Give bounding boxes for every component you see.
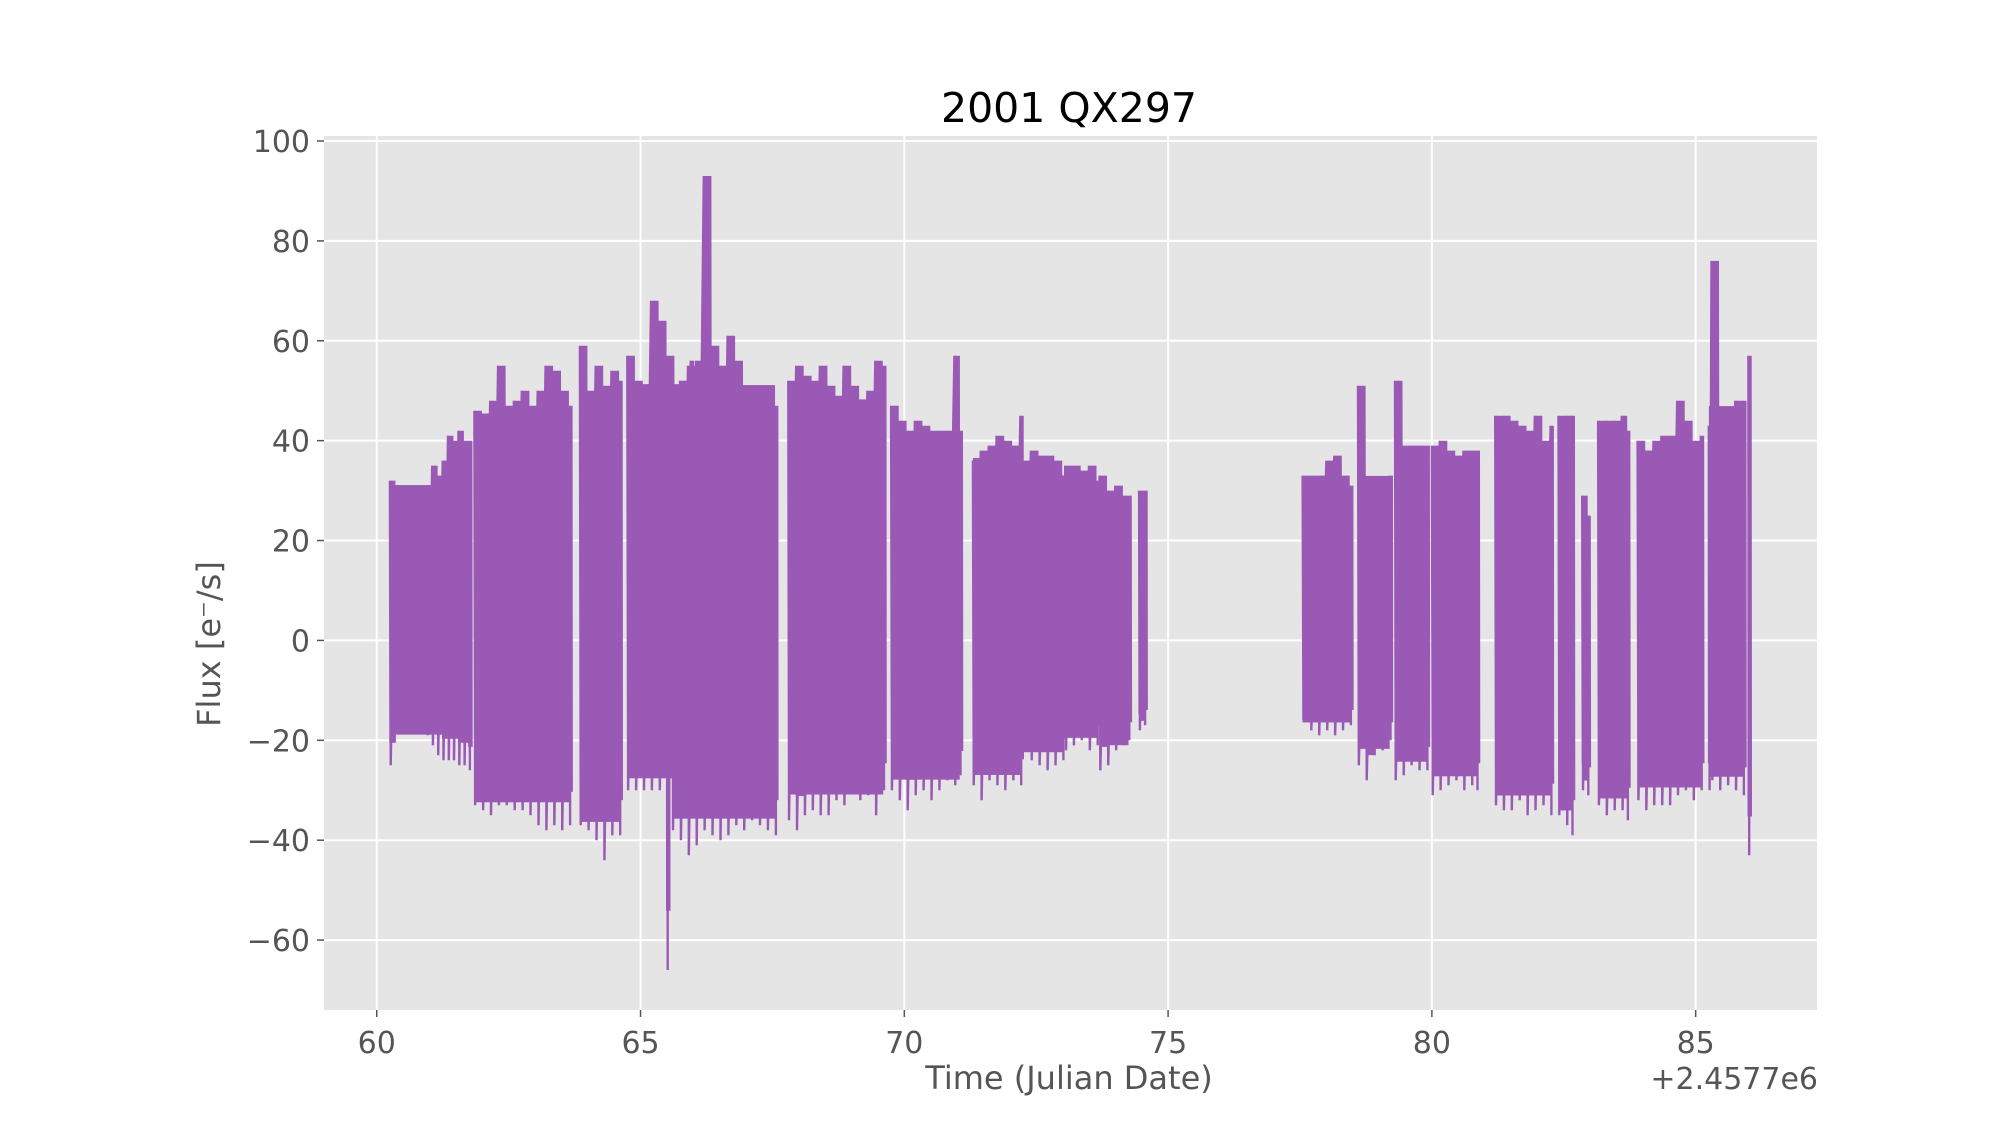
y-tick-label: 40 xyxy=(272,425,310,460)
flux-series-band xyxy=(1495,441,1551,796)
flux-series-band xyxy=(1582,516,1588,781)
flux-series-segment xyxy=(665,395,671,971)
x-axis-ticks: 60 65 70 75 80 85 xyxy=(358,1010,1715,1061)
flux-series-band xyxy=(1394,449,1427,762)
y-tick-label: 100 xyxy=(253,125,310,160)
y-tick-label: 60 xyxy=(272,325,310,360)
flux-series-band xyxy=(1558,433,1572,811)
flux-series-band xyxy=(389,485,470,735)
flux-series-band xyxy=(972,457,1021,775)
y-tick-label: −20 xyxy=(247,724,310,759)
x-tick-label: 80 xyxy=(1413,1026,1451,1061)
flux-series-band xyxy=(1637,450,1701,788)
flux-series-band xyxy=(474,413,570,803)
flux-series-band xyxy=(1431,464,1477,777)
flux-series-band xyxy=(1358,475,1390,749)
y-tick-label: −60 xyxy=(247,924,310,959)
y-axis-label: Flux [e⁻/s] xyxy=(190,561,228,727)
x-tick-label: 60 xyxy=(358,1026,396,1061)
flux-series-band xyxy=(1065,483,1097,738)
flux-series-band xyxy=(579,394,620,822)
chart-title: 2001 QX297 xyxy=(941,84,1197,132)
x-tick-label: 65 xyxy=(621,1026,659,1061)
flux-series-band xyxy=(1023,474,1063,753)
flux-series-segment xyxy=(1747,355,1752,856)
flux-series-band xyxy=(891,435,960,780)
series-flux xyxy=(388,175,1752,971)
flux-series-band xyxy=(1139,502,1145,721)
x-tick-label: 85 xyxy=(1677,1026,1715,1061)
flux-series-band xyxy=(788,399,884,795)
flux-series-band xyxy=(1708,406,1744,777)
y-tick-label: −40 xyxy=(247,824,310,859)
x-tick-label: 70 xyxy=(885,1026,923,1061)
x-axis-label: Time (Julian Date) xyxy=(924,1059,1213,1097)
flux-series-band xyxy=(672,385,776,819)
y-tick-label: 20 xyxy=(272,525,310,560)
x-axis-offset-label: +2.4577e6 xyxy=(1650,1062,1818,1097)
y-tick-label: 0 xyxy=(291,624,310,659)
x-tick-label: 75 xyxy=(1149,1026,1187,1061)
flux-series-band xyxy=(1302,485,1351,723)
flux-series-band xyxy=(1099,500,1129,746)
y-tick-label: 80 xyxy=(272,225,310,260)
y-axis-ticks: −60 −40 −20 0 20 40 60 80 100 xyxy=(247,125,324,959)
flux-series-band xyxy=(1598,439,1628,799)
